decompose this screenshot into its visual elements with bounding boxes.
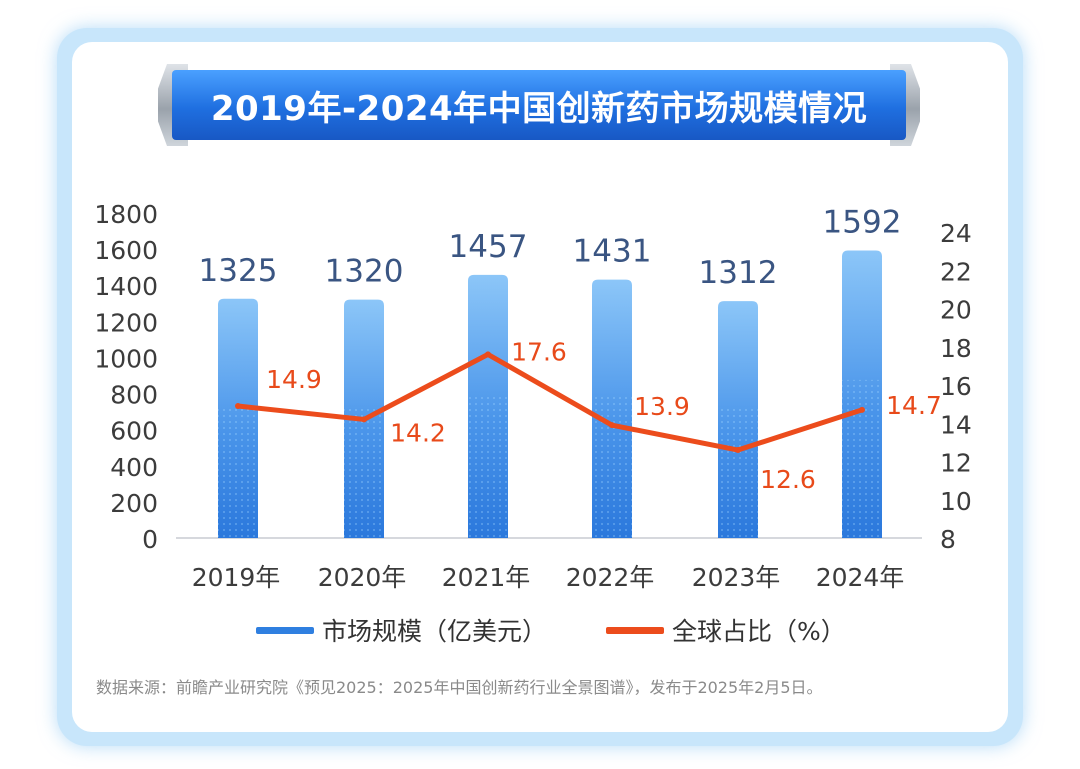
left-tick-label: 1000: [94, 344, 158, 373]
left-tick-label: 1400: [94, 272, 158, 301]
legend-item-global-share: 全球占比（%）: [606, 612, 846, 648]
line-path: [235, 351, 865, 453]
right-tick-label: 16: [940, 372, 972, 401]
x-tick-label: 2024年: [816, 563, 905, 592]
line-point: [735, 447, 741, 454]
right-tick-label: 24: [940, 219, 972, 248]
bar-texture: [218, 406, 258, 538]
bar-value-label: 1325: [199, 253, 278, 289]
left-tick-label: 1600: [94, 236, 158, 265]
bar-texture: [718, 407, 758, 538]
left-tick-label: 1800: [94, 200, 158, 229]
banner-plate: 2019年-2024年中国创新药市场规模情况: [172, 70, 906, 140]
right-tick-label: 18: [940, 334, 972, 363]
legend-item-market-size: 市场规模（亿美元）: [256, 612, 547, 648]
chart-title: 2019年-2024年中国创新药市场规模情况: [210, 88, 868, 129]
left-axis: 0 200 400 600 800 1000 1200 1400 1600 1800: [94, 200, 158, 554]
x-tick-label: 2021年: [442, 563, 531, 592]
left-tick-label: 200: [110, 489, 158, 518]
right-tick-label: 22: [940, 257, 972, 286]
bar-value-labels: 1325 1320 1457 1431 1312 1592: [199, 205, 902, 292]
x-tick-label: 2020年: [318, 563, 407, 592]
right-tick-label: 8: [940, 525, 956, 554]
data-source-note: 数据来源：前瞻产业研究院《预见2025：2025年中国创新药行业全景图谱》，发布…: [96, 678, 823, 697]
line-series: [235, 351, 865, 454]
line-point: [361, 416, 367, 423]
line-value-label: 14.2: [390, 418, 446, 447]
legend-line-label: 全球占比（%）: [672, 617, 846, 646]
line-value-label: 14.7: [886, 391, 942, 420]
bar-series: [218, 250, 882, 539]
x-axis-labels: 2019年 2020年 2021年 2022年 2023年 2024年: [192, 563, 905, 592]
right-tick-label: 10: [940, 487, 972, 516]
right-tick-label: 14: [940, 410, 972, 439]
bar-texture: [842, 379, 882, 538]
left-tick-label: 0: [142, 525, 158, 554]
left-tick-label: 400: [110, 453, 158, 482]
left-tick-label: 1200: [94, 308, 158, 337]
line-point: [859, 406, 865, 413]
left-tick-label: 600: [110, 417, 158, 446]
line-value-labels: 14.9 14.2 17.6 13.9 12.6 14.7: [266, 337, 942, 494]
line-value-label: 12.6: [760, 465, 816, 494]
line-point: [609, 422, 615, 429]
bar-texture: [468, 393, 508, 538]
right-tick-label: 12: [940, 449, 972, 478]
x-tick-label: 2023年: [692, 563, 781, 592]
line-value-label: 13.9: [634, 392, 690, 421]
x-tick-label: 2019年: [192, 563, 281, 592]
line-value-label: 17.6: [511, 337, 567, 366]
right-axis: 8 10 12 14 16 18 20 22 24: [940, 219, 972, 554]
title-banner: 2019年-2024年中国创新药市场规模情况: [158, 64, 920, 146]
bar-value-label: 1431: [573, 234, 652, 270]
bar-value-label: 1312: [699, 255, 778, 291]
right-tick-label: 20: [940, 296, 972, 325]
bar-texture: [344, 406, 384, 538]
line-point: [235, 403, 241, 410]
left-tick-label: 800: [110, 381, 158, 410]
legend-bar-swatch: [256, 626, 314, 634]
legend-bar-label: 市场规模（亿美元）: [322, 617, 548, 646]
legend: 市场规模（亿美元） 全球占比（%）: [0, 612, 1080, 648]
line-value-label: 14.9: [266, 365, 322, 394]
bar-value-label: 1592: [823, 205, 902, 241]
bar-value-label: 1457: [449, 229, 528, 265]
bar-value-label: 1320: [325, 254, 404, 290]
line-point: [485, 351, 491, 358]
x-tick-label: 2022年: [566, 563, 655, 592]
legend-line-swatch: [606, 626, 664, 634]
